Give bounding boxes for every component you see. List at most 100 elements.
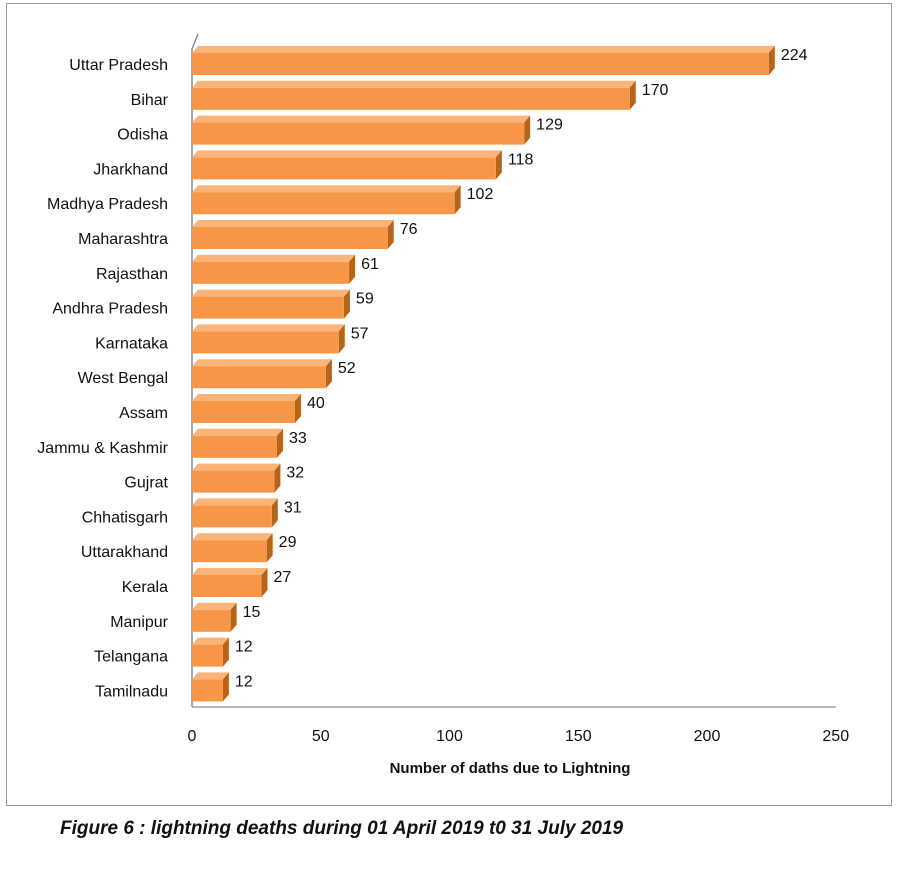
data-label: 61: [361, 256, 379, 273]
data-label: 170: [642, 82, 669, 99]
bar-side-face: [325, 359, 332, 389]
bar: [192, 470, 275, 493]
data-label: 76: [400, 221, 418, 238]
bar: [192, 87, 630, 110]
bar-top-face: [192, 46, 775, 53]
category-label: Odisha: [117, 127, 168, 144]
category-label: Rajasthan: [96, 266, 168, 283]
data-label: 40: [307, 395, 325, 412]
bar: [192, 227, 388, 249]
data-label: 31: [284, 499, 302, 516]
category-label: Gujrat: [124, 475, 168, 492]
bar-top-face: [192, 463, 281, 471]
bar-side-face: [222, 637, 229, 667]
data-label: 33: [289, 430, 307, 447]
bar-top-face: [192, 115, 531, 123]
bar-side-face: [768, 46, 775, 75]
bar-side-face: [230, 602, 237, 632]
data-label: 29: [279, 534, 297, 551]
category-label: Bihar: [131, 92, 169, 109]
category-label: Uttar Pradesh: [69, 57, 168, 74]
data-label: 27: [274, 569, 292, 586]
data-label: 129: [536, 117, 563, 134]
data-label: 57: [351, 325, 369, 342]
category-label: Madhya Pradesh: [47, 196, 168, 213]
bar-top-face: [192, 533, 273, 541]
data-label: 12: [235, 639, 253, 656]
bar-side-face: [274, 463, 281, 493]
bar-top-face: [192, 394, 301, 401]
bar-side-face: [295, 394, 301, 423]
bar: [192, 261, 350, 284]
bar-top-face: [192, 289, 350, 297]
bar: [192, 644, 223, 667]
bar: [192, 331, 339, 354]
category-label: West Bengal: [78, 370, 168, 387]
category-label: Tamilnadu: [95, 683, 168, 700]
bar: [192, 679, 223, 702]
category-label: Chhatisgarh: [82, 509, 168, 526]
data-label: 32: [286, 465, 304, 482]
x-tick-label: 200: [694, 728, 721, 745]
data-label: 15: [243, 604, 261, 621]
bar: [192, 401, 295, 423]
bar: [192, 122, 525, 145]
x-tick-label: 150: [565, 728, 592, 745]
category-label: Assam: [119, 405, 168, 422]
bar-side-face: [387, 220, 394, 249]
x-tick-label: 250: [822, 728, 849, 745]
category-label: Jammu & Kashmir: [37, 440, 168, 457]
bar-side-face: [338, 324, 345, 354]
category-label: Uttarakhand: [81, 544, 168, 561]
bar-top-face: [192, 220, 394, 227]
bar-top-face: [192, 254, 356, 262]
bar-top-face: [192, 428, 283, 436]
bar: [192, 366, 326, 389]
category-label: Kerala: [122, 579, 168, 596]
bar: [192, 575, 262, 597]
bar: [192, 435, 277, 458]
bar-top-face: [192, 80, 636, 88]
bar-top-face: [192, 324, 345, 332]
category-label: Manipur: [110, 614, 168, 631]
bar: [192, 540, 267, 563]
bar-side-face: [495, 150, 502, 180]
bar-side-face: [271, 498, 278, 528]
x-axis-title: Number of daths due to Lightning: [390, 760, 631, 777]
bar-top-face: [192, 359, 332, 367]
figure-caption: Figure 6 : lightning deaths during 01 Ap…: [60, 818, 624, 839]
bar-side-face: [629, 80, 636, 110]
category-label: Karnataka: [95, 335, 168, 352]
x-tick-label: 0: [188, 728, 197, 745]
bar-side-face: [261, 568, 268, 597]
bar: [192, 505, 272, 528]
data-label: 12: [235, 673, 253, 690]
bar-side-face: [454, 185, 461, 215]
data-label: 102: [467, 186, 494, 203]
bar-side-face: [276, 428, 283, 458]
data-label: 224: [781, 47, 808, 64]
bar-side-face: [349, 254, 356, 284]
bar: [192, 192, 455, 215]
bar-top-face: [192, 185, 461, 193]
category-label: Maharashtra: [78, 231, 168, 248]
bar-side-face: [222, 672, 229, 702]
category-label: Andhra Pradesh: [52, 301, 168, 318]
bar-side-face: [343, 289, 350, 319]
bar-top-face: [192, 568, 268, 575]
category-label: Telangana: [94, 649, 168, 666]
bar-top-face: [192, 150, 502, 158]
bar: [192, 609, 231, 632]
data-label: 59: [356, 291, 374, 308]
bar-side-face: [524, 115, 531, 145]
bar-side-face: [266, 533, 273, 563]
bar-top-face: [192, 637, 229, 645]
bar: [192, 53, 769, 75]
category-label: Jharkhand: [93, 161, 168, 178]
bar-top-face: [192, 498, 278, 506]
data-label: 118: [508, 151, 534, 168]
bar: [192, 157, 496, 180]
x-tick-label: 50: [312, 728, 330, 745]
bar-top-face: [192, 602, 237, 610]
